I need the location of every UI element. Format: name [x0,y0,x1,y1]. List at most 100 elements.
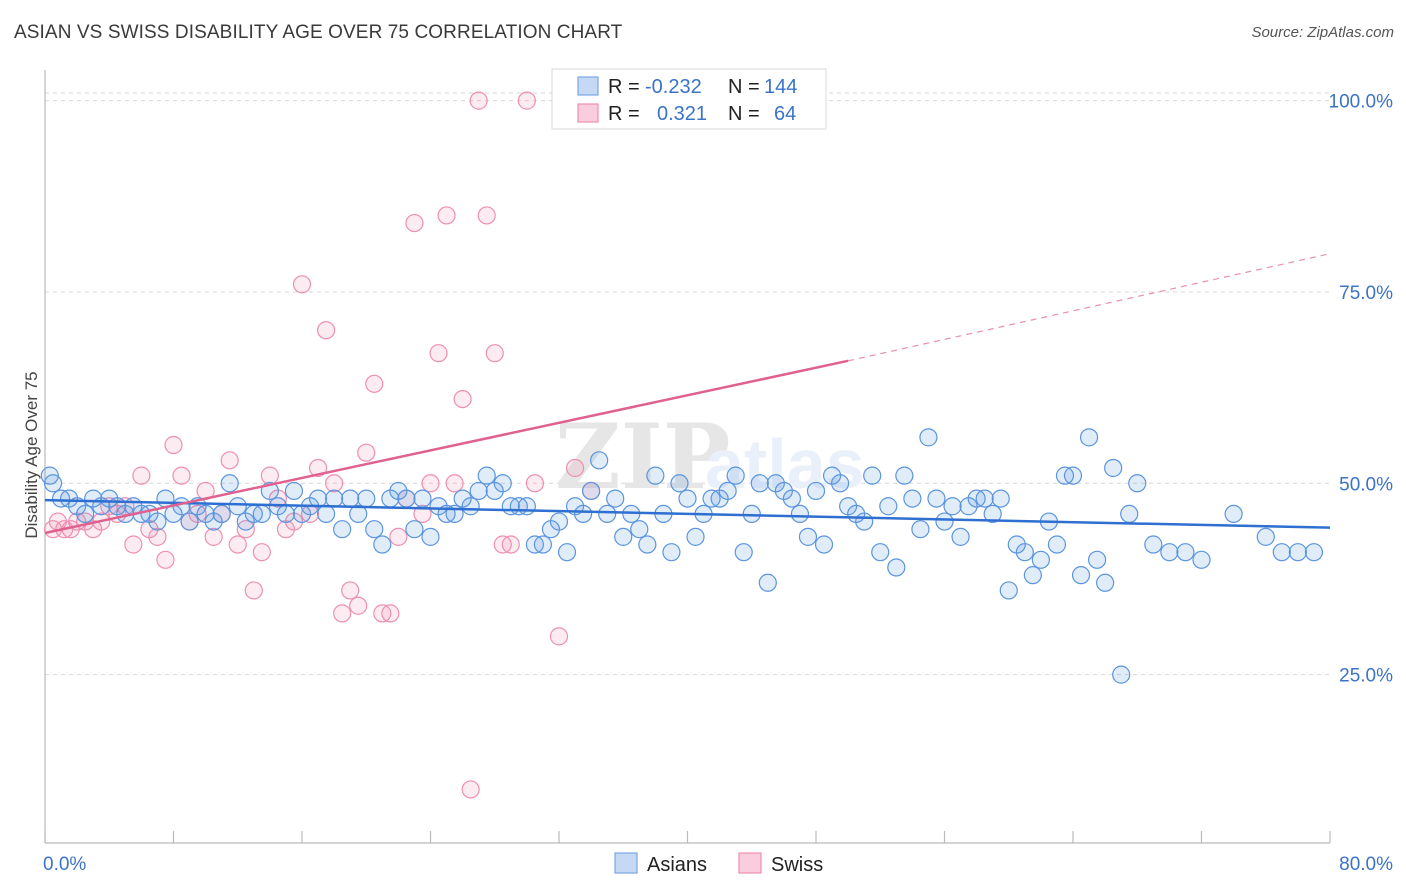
legend-asians-n-value: 144 [764,76,797,98]
asian-point [798,527,818,546]
y-tick-label: 25.0% [1339,666,1393,687]
asian-point [975,489,994,508]
legend-swiss-r-value: 0.321 [657,103,707,125]
legend-swiss-r-label: R = [608,103,640,125]
swiss-point [220,451,239,470]
asian-point [590,451,609,470]
swiss-point [333,604,352,623]
swiss-points [43,91,601,799]
axis-layer [44,70,1331,844]
legend-swiss-n-label: N = [728,103,760,125]
legend-swiss-swatch [577,103,599,123]
legend-asians-swatch [577,76,599,96]
legend-asians-r-value: -0.232 [645,76,702,98]
asian-point [533,535,553,554]
asian-points [40,428,1324,684]
asian-point [1023,566,1042,585]
swiss-point [381,604,400,623]
swiss-point [164,435,183,455]
asian-point [999,581,1018,600]
swiss-point [477,206,496,225]
asian-point [308,489,328,508]
asian-point [582,481,601,501]
asian-point [734,543,753,562]
asian-point [919,428,938,447]
asian-point [598,504,617,524]
swiss-point [413,504,432,524]
asian-point [76,504,95,524]
asian-point [1096,573,1115,592]
chart-title: ASIAN VS SWISS DISABILITY AGE OVER 75 CO… [14,22,623,43]
asian-point [686,527,705,546]
asian-point [1256,527,1275,546]
swiss-point [349,596,368,615]
swiss-point [292,275,312,294]
asian-point [549,512,569,531]
asian-point [887,558,906,577]
x-tick-label-start: 0.0% [43,854,86,875]
swiss-point [549,627,569,646]
swiss-point [421,474,440,493]
asian-point [517,497,536,516]
asian-point [220,474,239,493]
swiss-point [124,535,143,554]
swiss-point [252,543,271,562]
swiss-point [429,344,448,363]
asian-point [228,497,247,516]
asian-point [1031,550,1050,569]
asian-point [373,535,392,554]
asian-point [718,481,737,501]
asian-point [349,504,368,524]
asian-point [670,474,689,493]
swiss-point [325,474,344,493]
swiss-point [517,91,536,110]
asian-point [284,481,304,501]
trend-lines [44,253,1331,535]
legend-bottom-swiss-label: Swiss [771,854,823,876]
asian-point [212,504,231,524]
asian-point [557,543,577,562]
asian-point [1112,665,1131,684]
swiss-point [148,527,167,546]
asian-point [895,466,914,485]
swiss-point [341,581,360,600]
swiss-point [453,389,472,409]
asian-point [1160,543,1179,562]
swiss-point [172,466,191,485]
asian-point [1192,550,1211,569]
source-label: Source: ZipAtlas.com [1251,24,1394,41]
asian-point [630,520,649,539]
asians-trend-line [44,498,1331,529]
asian-point [1224,504,1243,524]
legend-bottom: Asians Swiss [614,852,823,876]
legend-asians-n-label: N = [728,76,760,98]
swiss-point [405,213,424,233]
swiss-point [228,535,247,554]
swiss-trend-extension [847,253,1331,362]
swiss-point [501,535,520,554]
swiss-point [461,780,480,799]
swiss-point [156,550,175,569]
asian-point [477,466,496,485]
asian-point [943,497,962,516]
asian-point [606,489,625,508]
asian-point [397,489,416,508]
asian-point [726,466,745,485]
asian-point [646,466,665,485]
asian-point [493,474,512,493]
asian-point [1079,428,1099,447]
legend-bottom-asians-label: Asians [647,854,707,876]
asian-point [180,512,199,531]
asian-point [341,489,360,508]
asian-point [662,543,681,562]
swiss-point [485,344,504,363]
asian-point [148,512,167,531]
swiss-point [565,458,585,478]
asian-point [333,520,352,539]
asian-point [830,474,850,493]
asian-point [903,489,922,508]
legend-swiss-n-value: 64 [774,103,796,125]
legend-top: R = -0.232 N = 144 R = 0.321 N = 64 [551,68,827,130]
asian-point [614,527,633,546]
